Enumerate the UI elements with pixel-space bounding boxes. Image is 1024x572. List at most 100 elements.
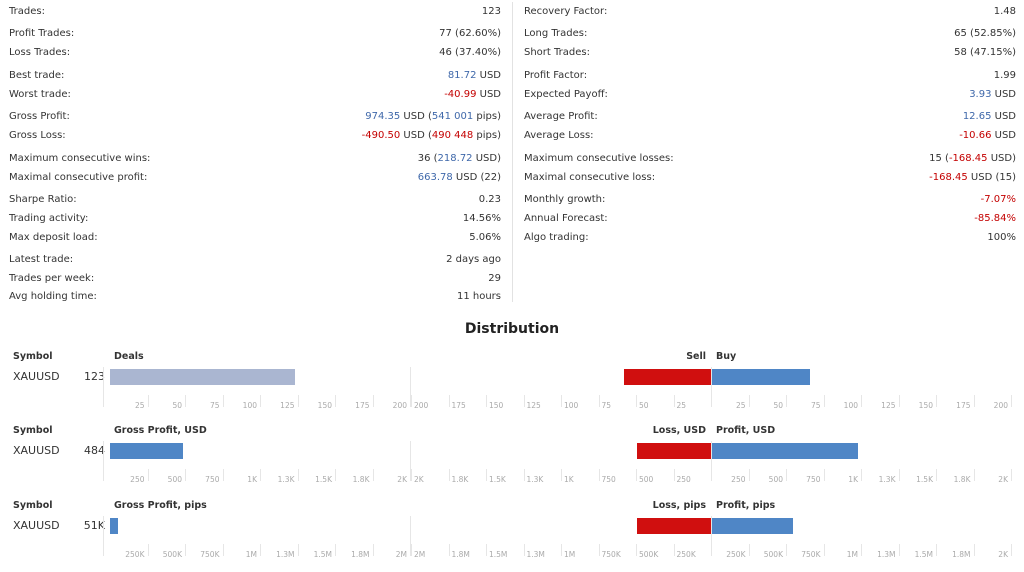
stat-value-part: -10.66 <box>959 130 992 141</box>
tick-line <box>411 469 412 481</box>
stat-label: Best trade: <box>9 70 65 81</box>
tick-line <box>260 469 261 481</box>
tick-line <box>260 544 261 556</box>
stat-value-part: 77 (62.60%) <box>439 28 501 39</box>
pos-tick-label: 1.3K <box>878 475 896 484</box>
left-value-label: 51K <box>83 519 105 532</box>
neg-chart-header: Loss, pips <box>652 500 706 511</box>
axis-line <box>410 367 411 407</box>
tick-line <box>636 395 637 407</box>
stat-row: Maximal consecutive profit: 663.78 USD (2… <box>9 170 501 186</box>
neg-tick-label: 150 <box>489 401 504 410</box>
stat-value-part: 12.65 <box>962 111 992 122</box>
tick-line <box>222 469 224 481</box>
stat-label: Gross Loss: <box>9 130 66 141</box>
stat-value-part: pips) <box>473 130 501 141</box>
stat-value-part: 14.56% <box>462 213 501 224</box>
stat-value-part: -7.07% <box>980 194 1016 205</box>
pos-chart-header: Profit, pips <box>716 500 776 511</box>
tick-line <box>523 469 525 481</box>
pos-tick-label: 1.8M <box>952 550 971 559</box>
neg-tick-label: 1M <box>564 550 576 559</box>
tick-line <box>561 395 562 407</box>
stat-value-part: 123 <box>481 6 501 17</box>
stat-row: Worst trade: -40.99 USD <box>9 87 501 103</box>
tick-line <box>411 395 412 407</box>
left-tick-label: 1K <box>247 475 257 484</box>
stat-value-part: 1.99 <box>993 70 1016 81</box>
stat-value: 11 hours <box>457 289 501 305</box>
neg-tick-label: 750K <box>601 550 621 559</box>
stat-label: Maximal consecutive loss: <box>524 172 656 183</box>
stat-row: Loss Trades: 46 (37.40%) <box>9 45 501 61</box>
pos-tick-label: 500 <box>768 475 783 484</box>
tick-line <box>523 544 525 556</box>
left-tick-label: 150 <box>317 401 332 410</box>
axis-line <box>103 441 104 481</box>
stat-label: Loss Trades: <box>9 47 71 58</box>
tick-line <box>598 544 600 556</box>
tick-line <box>297 544 299 556</box>
axis-line <box>410 516 411 556</box>
tick-line <box>147 395 149 407</box>
neg-tick-label: 2K <box>414 475 424 484</box>
pos-tick-label: 250 <box>731 475 746 484</box>
tick-line <box>410 544 411 556</box>
stat-value-part: 1.48 <box>993 6 1016 17</box>
stat-value: 36 (218.72 USD) <box>418 151 501 167</box>
symbol-name: XAUUSD <box>13 519 60 532</box>
pos-tick-label: 175 <box>956 401 971 410</box>
pos-tick-label: 200 <box>993 401 1008 410</box>
tick-line <box>786 395 787 407</box>
distribution-title: Distribution <box>464 321 560 337</box>
stat-row: Maximal consecutive loss: -168.45 USD (15… <box>524 170 1016 186</box>
pos-bar <box>712 443 859 459</box>
neg-tick-label: 1.8M <box>451 550 470 559</box>
tick-line <box>372 544 374 556</box>
stat-value-part: USD <box>991 89 1016 100</box>
tick-line <box>523 395 525 407</box>
tick-line <box>222 544 224 556</box>
tick-line <box>410 395 411 407</box>
tick-line <box>898 395 900 407</box>
tick-line <box>786 544 787 556</box>
stat-label: Trades per week: <box>9 273 95 284</box>
neg-tick-label: 125 <box>526 401 541 410</box>
tick-line <box>1011 395 1012 407</box>
tick-line <box>823 469 825 481</box>
stat-value: 974.35 USD (541 001 pips) <box>365 109 501 125</box>
neg-tick-label: 250K <box>676 550 696 559</box>
stat-label: Max deposit load: <box>9 232 98 243</box>
axis-line <box>103 516 104 556</box>
stat-value-part: USD <box>991 130 1016 141</box>
stat-value: 29 <box>488 271 501 287</box>
stat-value-part: USD (15) <box>967 172 1016 183</box>
left-tick-label: 1.3M <box>276 550 295 559</box>
pos-chart-header: Buy <box>716 351 737 362</box>
stat-value: 12.65 USD <box>963 109 1016 125</box>
pos-tick-label: 1.8K <box>953 475 971 484</box>
stat-value-part: 663.78 <box>417 172 453 183</box>
tick-line <box>823 395 825 407</box>
stat-row: Expected Payoff: 3.93 USD <box>524 87 1016 103</box>
stat-value-part: 29 <box>488 273 501 284</box>
neg-bar <box>637 518 711 534</box>
stat-row: Gross Loss: -490.50 USD (490 448 pips) <box>9 128 501 144</box>
stat-row: Trading activity: 14.56% <box>9 211 501 227</box>
tick-line <box>185 395 186 407</box>
tick-line <box>185 544 186 556</box>
stat-value-part: 100% <box>987 232 1016 243</box>
stat-value-part: 65 (52.85%) <box>954 28 1016 39</box>
stat-value: -490.50 USD (490 448 pips) <box>362 128 501 144</box>
neg-tick-label: 1.8K <box>451 475 469 484</box>
left-tick-label: 125 <box>280 401 295 410</box>
pos-tick-label: 150 <box>918 401 933 410</box>
tick-line <box>936 544 937 556</box>
stat-row: Short Trades: 58 (47.15%) <box>524 45 1016 61</box>
stat-row: Annual Forecast: -85.84% <box>524 211 1016 227</box>
left-tick-label: 1M <box>245 550 257 559</box>
stat-label: Worst trade: <box>9 89 71 100</box>
left-tick-label: 1.8M <box>351 550 370 559</box>
stat-row: Maximum consecutive wins: 36 (218.72 USD) <box>9 151 501 167</box>
tick-line <box>486 544 487 556</box>
